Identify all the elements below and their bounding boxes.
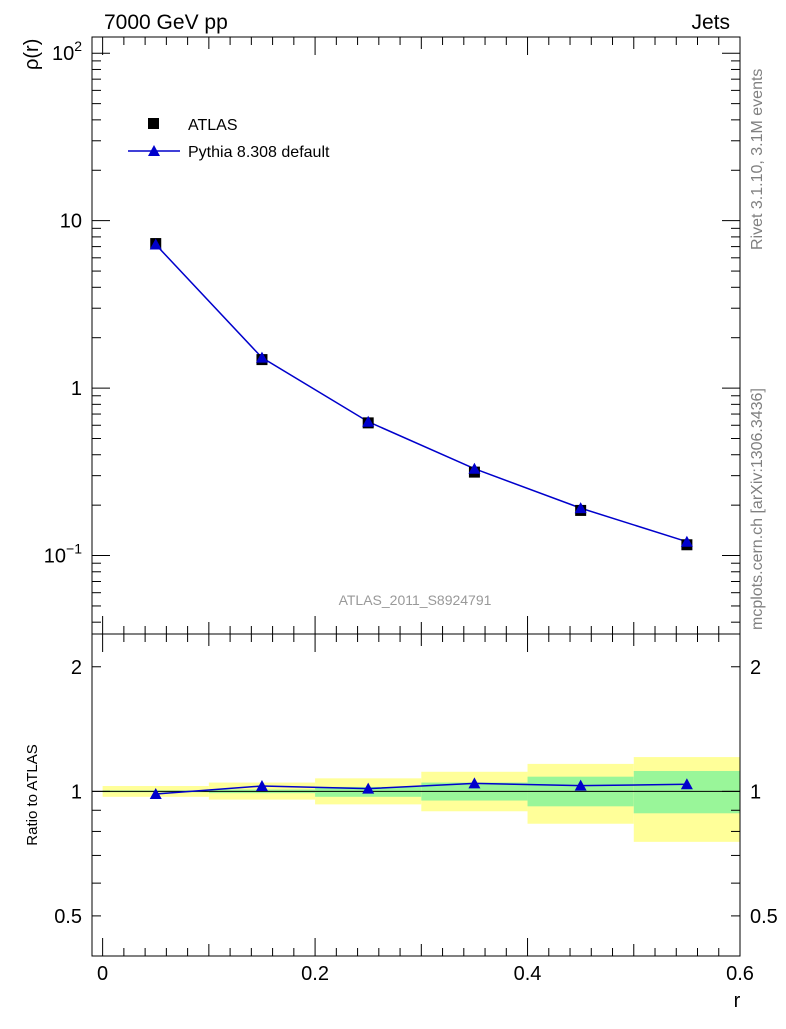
mc-point bbox=[149, 238, 162, 250]
main-panel: 10−1 1 10 102 ρ(r) ATLAS_2011_S8924791 ATLA… bbox=[21, 36, 741, 635]
ratio-series-line bbox=[155, 782, 687, 795]
x-tick-label: 0.4 bbox=[514, 963, 542, 985]
ratio-frame bbox=[91, 633, 741, 957]
ratio-y-axis-label: Ratio to ATLAS bbox=[24, 744, 41, 845]
ratio-y-tick-label-right: 1 bbox=[750, 781, 761, 803]
ratio-y-tick-label-right: 2 bbox=[750, 657, 761, 679]
header-right: Jets bbox=[691, 11, 730, 34]
analysis-label: ATLAS_2011_S8924791 bbox=[339, 592, 492, 608]
ratio-point bbox=[255, 780, 268, 792]
legend-marker-atlas bbox=[148, 118, 159, 129]
ratio-y-tick-label-left: 1 bbox=[71, 781, 82, 803]
mcplots-source-label: mcplots.cern.ch [arXiv:1306.3436] bbox=[749, 388, 766, 630]
ratio-y-tick-label-right: 0.5 bbox=[750, 906, 778, 928]
atlas-data-points bbox=[150, 238, 693, 551]
mc-data-points bbox=[149, 238, 693, 547]
rivet-info-label: Rivet 3.1.10, 3.1M events bbox=[749, 69, 766, 250]
ratio-point bbox=[362, 782, 375, 794]
ratio-y-tick-labels: 0.5 0.5 1 1 2 2 bbox=[54, 657, 778, 928]
main-y-tick-labels: 10−1 1 10 102 bbox=[44, 38, 82, 567]
mc-point bbox=[574, 502, 587, 514]
main-axis-ticks bbox=[92, 37, 741, 634]
mc-point bbox=[255, 351, 268, 363]
ratio-point bbox=[468, 777, 481, 789]
legend: ATLAS Pythia 8.308 default bbox=[128, 117, 330, 161]
legend-entry-atlas: ATLAS bbox=[188, 117, 238, 134]
ratio-y-tick-label-left: 0.5 bbox=[54, 906, 82, 928]
ratio-point bbox=[680, 778, 693, 790]
ratio-y-tick-label-left: 2 bbox=[71, 657, 82, 679]
mc-point bbox=[362, 415, 375, 427]
main-y-tick-label: 10−1 bbox=[44, 541, 82, 568]
main-y-tick-label: 10 bbox=[60, 211, 82, 233]
main-y-tick-label: 102 bbox=[52, 38, 82, 65]
legend-entry-pythia: Pythia 8.308 default bbox=[188, 144, 330, 161]
ratio-uncertainty-bands bbox=[102, 757, 740, 842]
main-y-axis-label: ρ(r) bbox=[21, 39, 43, 70]
legend-marker-pythia bbox=[148, 145, 160, 156]
x-tick-label: 0.2 bbox=[301, 963, 329, 985]
x-axis-label: r bbox=[734, 990, 741, 1012]
ratio-point bbox=[574, 779, 587, 791]
x-tick-label: 0.6 bbox=[726, 963, 754, 985]
inner-uncertainty-band bbox=[633, 770, 740, 814]
mc-point bbox=[680, 535, 693, 547]
x-tick-label: 0 bbox=[97, 963, 108, 985]
ratio-point bbox=[149, 788, 162, 800]
ratio-x-tick-labels: 0 0.2 0.4 0.6 bbox=[97, 963, 754, 985]
ratio-data-points bbox=[149, 777, 693, 800]
mc-point bbox=[468, 462, 481, 474]
ratio-panel: 0.5 0.5 1 1 2 2 0 0.2 0.4 0.6 Ratio to ATLAS r bbox=[24, 633, 778, 1012]
mc-series-line bbox=[155, 244, 688, 543]
header-left: 7000 GeV pp bbox=[104, 11, 228, 34]
main-y-tick-label: 1 bbox=[71, 378, 82, 400]
